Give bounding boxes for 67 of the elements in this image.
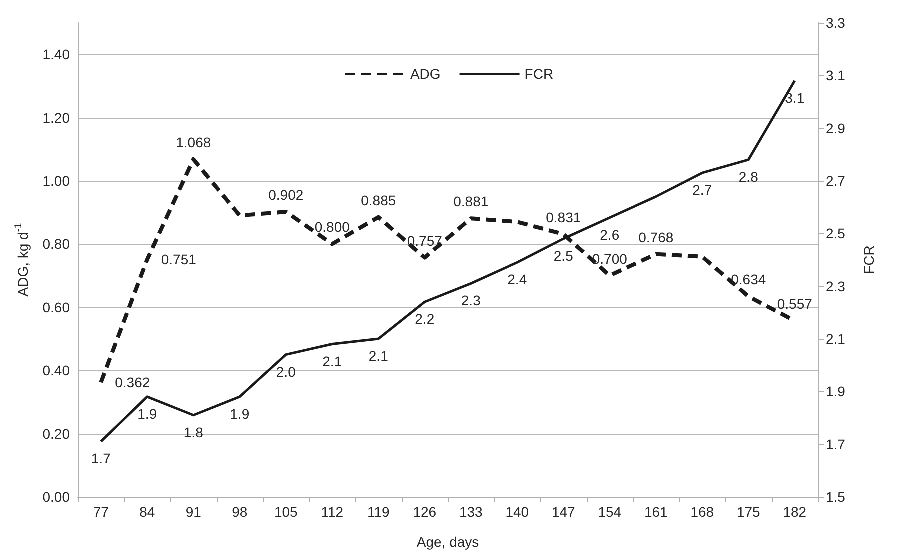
x-axis-title: Age, days [416, 534, 480, 550]
data-label: 0.885 [361, 192, 396, 208]
x-tick-label: 133 [459, 504, 484, 520]
x-tick-label: 175 [736, 504, 761, 520]
x-tick-label: 161 [644, 504, 668, 520]
data-label: 1.9 [230, 406, 250, 422]
legend-label: ADG [410, 66, 441, 82]
y-tick-label: 1.40 [42, 46, 70, 63]
x-tick-label: 119 [367, 504, 390, 520]
data-label: 1.7 [91, 450, 112, 467]
data-label: 2.1 [322, 353, 342, 370]
x-tick-label: 147 [552, 504, 576, 520]
x-tick-label: 91 [186, 504, 202, 520]
data-label: 2.6 [600, 226, 620, 243]
y2-tick-label: 2.9 [826, 120, 846, 136]
data-label: 2.4 [508, 272, 528, 288]
x-tick-label: 77 [93, 504, 110, 520]
y2-tick-label: 2.3 [826, 278, 846, 294]
data-label: 0.831 [546, 209, 582, 226]
data-label: 0.751 [161, 252, 197, 268]
y-tick-label: 0.60 [42, 299, 70, 316]
data-label: 3.1 [785, 90, 805, 106]
x-tick-label: 140 [506, 504, 530, 520]
y-tick-label: 0.40 [42, 362, 70, 379]
data-label: 0.902 [268, 186, 304, 203]
x-tick-label: 112 [321, 504, 344, 520]
data-label: 1.8 [184, 424, 204, 440]
data-label: 0.700 [592, 250, 628, 267]
data-label: 2.0 [276, 364, 296, 380]
y2-axis-title: FCR [861, 246, 877, 274]
data-label: 2.8 [738, 168, 759, 185]
data-label: 2.1 [368, 348, 389, 364]
data-label: 0.634 [731, 272, 766, 288]
x-tick-label: 84 [140, 504, 156, 520]
data-label: 2.7 [692, 182, 712, 198]
y2-tick-label: 2.5 [826, 226, 846, 242]
x-tick-label: 98 [232, 504, 248, 520]
y-tick-label: 0.20 [42, 426, 70, 442]
data-label: 0.757 [407, 232, 443, 249]
y2-tick-label: 1.7 [826, 436, 846, 452]
y2-tick-label: 1.9 [826, 384, 846, 400]
legend-label: FCR [524, 66, 554, 82]
y2-tick-label: 3.3 [826, 15, 846, 31]
data-label: 0.800 [314, 219, 350, 236]
data-label: 2.5 [554, 248, 574, 264]
data-label: 0.768 [638, 229, 674, 246]
data-label: 1.9 [138, 406, 158, 422]
y2-tick-label: 3.1 [826, 68, 846, 84]
x-tick-label: 154 [598, 504, 622, 520]
data-label: 0.557 [777, 296, 813, 312]
y-tick-label: 1.20 [42, 110, 70, 126]
y-tick-label: 1.00 [42, 173, 70, 189]
y2-tick-label: 1.5 [826, 489, 846, 505]
data-label: 1.068 [176, 134, 212, 151]
y2-tick-label: 2.7 [826, 173, 846, 189]
data-label: 0.881 [454, 194, 489, 210]
x-tick-label: 105 [274, 504, 298, 520]
x-tick-label: 168 [690, 504, 714, 520]
data-label: 0.362 [115, 374, 150, 391]
y2-tick-label: 2.1 [826, 331, 846, 347]
data-label: 2.2 [415, 311, 435, 328]
y-tick-label: 0.80 [42, 236, 70, 252]
x-tick-label: 126 [413, 504, 437, 520]
x-tick-label: 182 [783, 504, 807, 520]
data-label: 2.3 [461, 292, 482, 309]
y-tick-label: 0.00 [42, 489, 70, 505]
y-axis-title: ADG, kg d-1 [14, 222, 31, 297]
